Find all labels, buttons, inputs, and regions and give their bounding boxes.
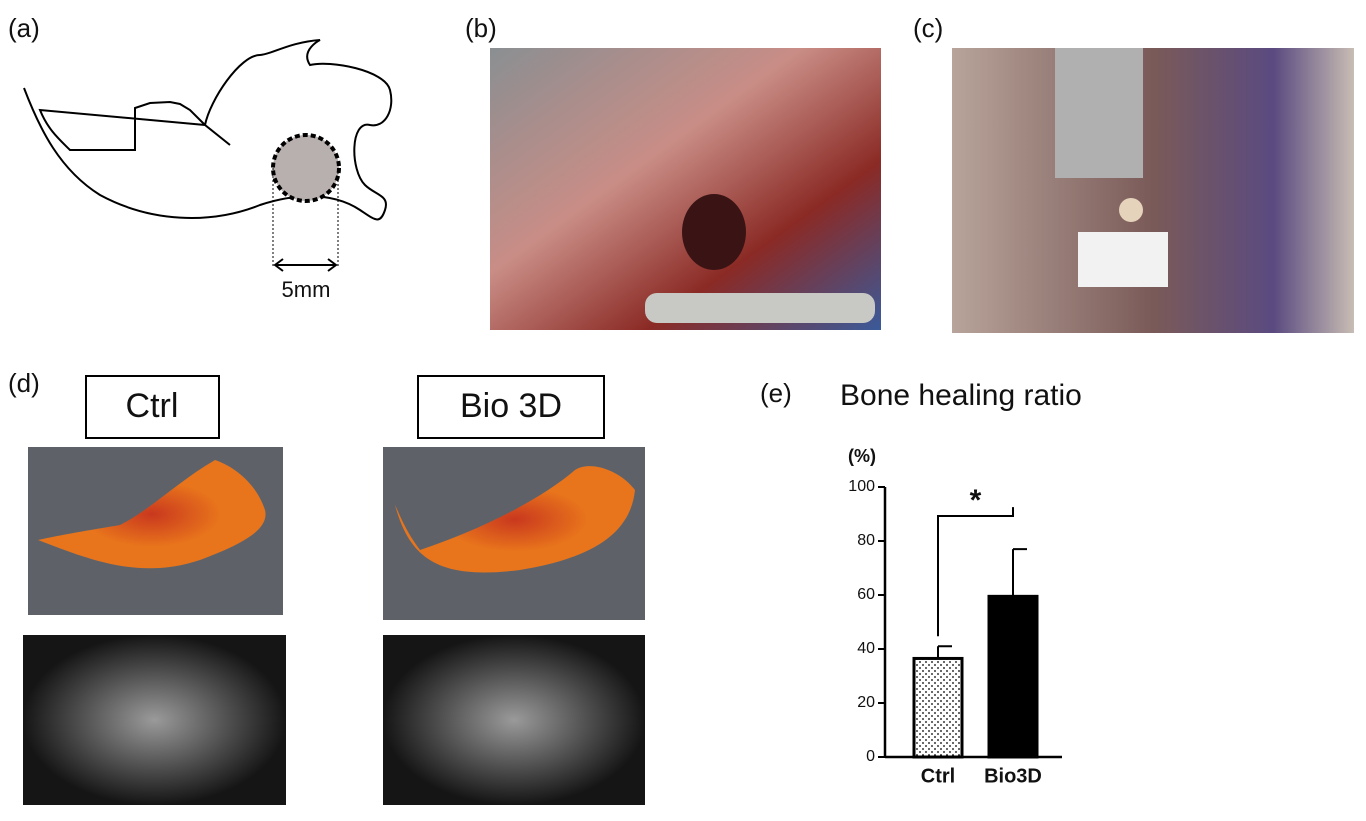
group-label: Bio 3D	[460, 387, 562, 425]
chart-title: Bone healing ratio	[840, 379, 1082, 412]
y-tick-label: 80	[857, 532, 875, 549]
jaw-outline	[23, 39, 393, 221]
y-tick-label: 100	[848, 478, 875, 495]
photo-detail	[1078, 232, 1168, 287]
scale-arrow	[273, 258, 338, 272]
panel-label: (e)	[760, 378, 792, 408]
photo	[490, 48, 881, 330]
chart: 0 20 40 60 80 100 Ctrl Bio3D *	[848, 478, 1062, 787]
xray	[23, 635, 286, 805]
y-tick-label: 0	[866, 748, 875, 765]
panel-label: (a)	[8, 13, 40, 43]
group-box	[417, 375, 605, 439]
group-box	[85, 375, 220, 439]
xray	[383, 635, 645, 805]
significance-label: *	[970, 484, 982, 517]
photo-detail	[395, 466, 635, 573]
error-bar	[1012, 548, 1027, 597]
defect	[271, 133, 341, 203]
photo-detail	[38, 460, 266, 569]
photo-detail	[645, 293, 875, 323]
x-tick-label: Bio3D	[984, 765, 1042, 787]
panel-label: (b)	[465, 13, 497, 43]
panel-label: (c)	[913, 13, 943, 43]
bar-texture	[914, 658, 962, 757]
y-axis-label: (%)	[848, 446, 876, 466]
y-tick-label: 20	[857, 694, 875, 711]
significance-bracket	[937, 507, 1014, 637]
y-tick-label: 60	[857, 586, 875, 603]
error-bar	[937, 645, 952, 659]
photo-detail	[682, 194, 746, 270]
panel-label: (d)	[8, 368, 40, 398]
photo	[952, 48, 1354, 333]
bar	[987, 594, 1039, 759]
x-tick-label: Ctrl	[921, 765, 955, 787]
scale-label: 5mm	[282, 277, 331, 302]
group-label: Ctrl	[126, 387, 179, 425]
photo-detail	[1119, 198, 1143, 222]
y-tick-label: 40	[857, 640, 875, 657]
photo-detail	[1055, 48, 1143, 178]
